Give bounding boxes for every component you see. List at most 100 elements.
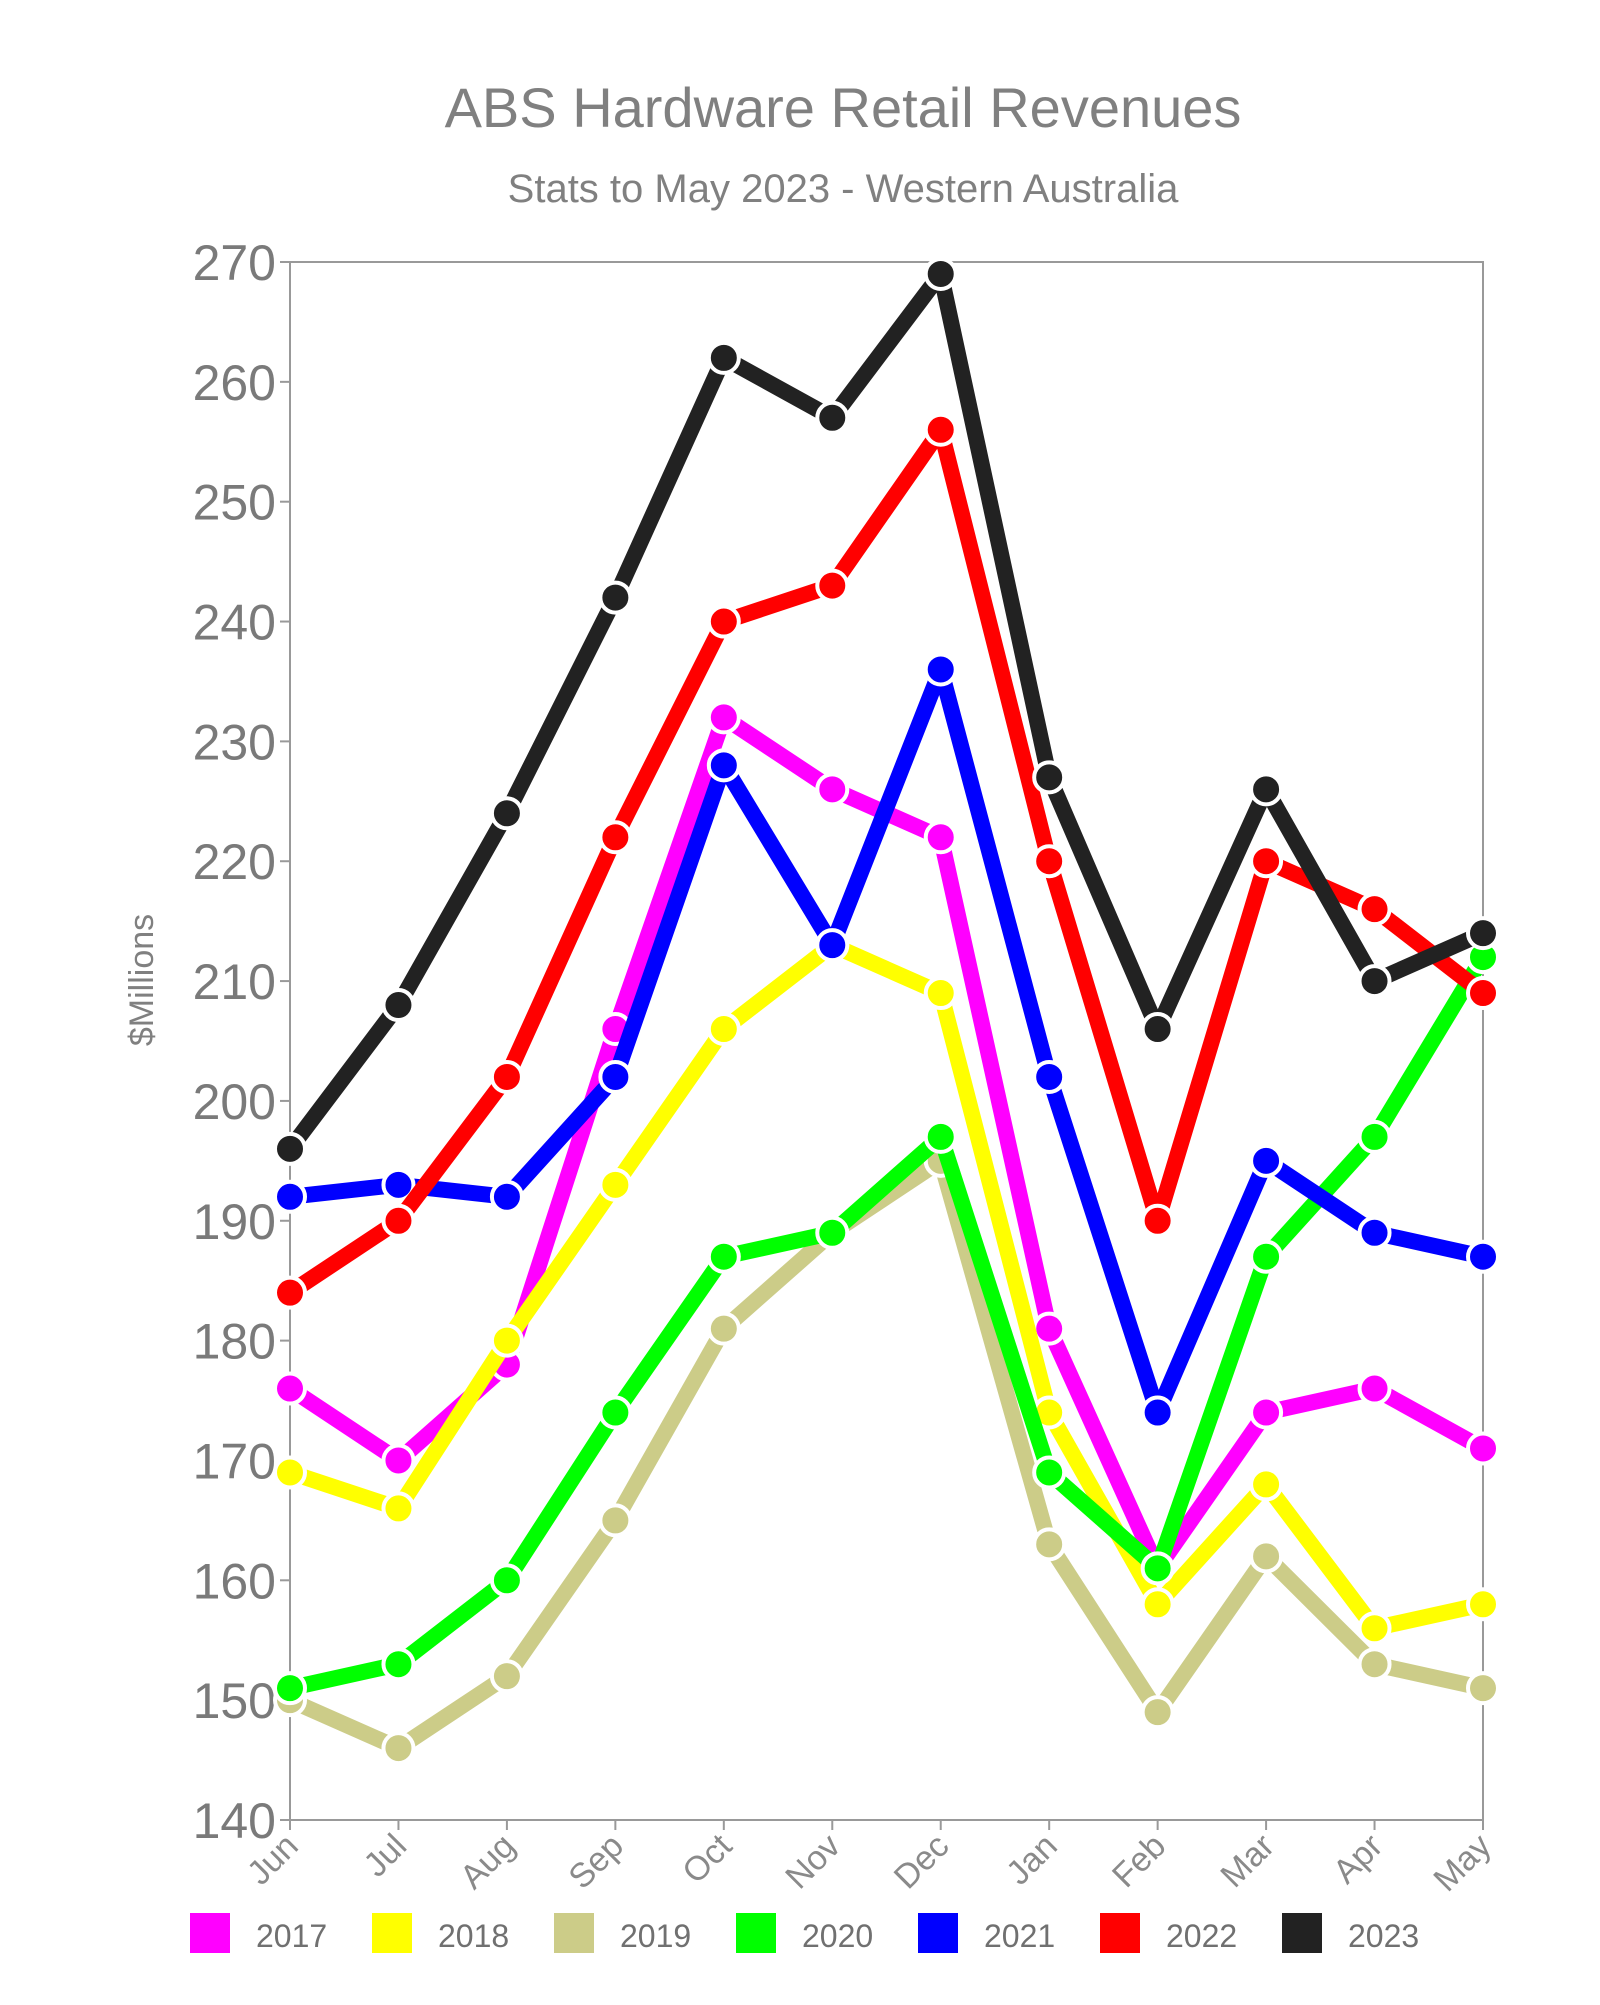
data-point: [1140, 1695, 1175, 1730]
series-line: [282, 265, 1491, 1157]
y-tick-label: 150: [193, 1673, 276, 1729]
data-point: [815, 400, 850, 435]
legend-swatch: [1282, 1913, 1322, 1953]
series-line: [282, 937, 1491, 1637]
x-tick-label: Jan: [999, 1827, 1065, 1893]
data-point: [381, 1731, 416, 1766]
legend-swatch: [190, 1913, 230, 1953]
data-point: [1032, 844, 1067, 879]
legend-label: 2021: [984, 1918, 1055, 1954]
legend: 2017 2018 2019 2020 2021 2022 2023: [190, 1913, 1419, 1954]
data-point: [381, 988, 416, 1023]
legend-label: 2018: [438, 1918, 509, 1954]
data-point: [1032, 1455, 1067, 1490]
data-point: [489, 1659, 524, 1694]
data-point: [923, 976, 958, 1011]
legend-swatch: [554, 1913, 594, 1953]
y-axis: 140 150 160 170 180 190 200 210 220 230 240 250 260 2…: [193, 235, 290, 1849]
data-point: [923, 256, 958, 291]
data-point: [923, 412, 958, 447]
data-point: [1357, 1371, 1392, 1406]
y-tick-label: 180: [193, 1314, 276, 1370]
y-tick-label: 270: [193, 235, 276, 291]
y-tick-label: 190: [193, 1194, 276, 1250]
data-point: [1140, 1551, 1175, 1586]
data-point: [273, 1455, 307, 1490]
x-tick-label: Jul: [357, 1827, 415, 1885]
data-point: [1357, 892, 1392, 927]
y-tick-label: 260: [193, 355, 276, 411]
data-point: [1466, 976, 1500, 1011]
data-point: [1357, 964, 1392, 999]
series-2020: [273, 940, 1500, 1706]
data-point: [489, 796, 524, 831]
y-tick-label: 250: [193, 475, 276, 531]
legend-item: 2020: [736, 1913, 873, 1954]
data-point: [1357, 1215, 1392, 1250]
legend-label: 2017: [256, 1918, 327, 1954]
data-point: [598, 1395, 633, 1430]
series-layer: [273, 256, 1500, 1766]
data-point: [1466, 1239, 1500, 1274]
data-point: [598, 820, 633, 855]
data-point: [381, 1647, 416, 1682]
data-point: [489, 1323, 524, 1358]
data-point: [923, 820, 958, 855]
data-point: [815, 928, 850, 963]
data-point: [706, 1311, 741, 1346]
x-tick-label: Sep: [561, 1827, 631, 1897]
chart-subtitle: Stats to May 2023 - Western Australia: [508, 167, 1179, 211]
legend-item: 2022: [1100, 1913, 1237, 1954]
series-line: [282, 421, 1491, 1301]
data-point: [273, 1371, 307, 1406]
data-point: [1357, 1647, 1392, 1682]
y-tick-label: 200: [193, 1074, 276, 1130]
legend-item: 2018: [372, 1913, 509, 1954]
data-point: [598, 1503, 633, 1538]
series-line: [282, 1152, 1491, 1757]
data-point: [598, 1167, 633, 1202]
legend-swatch: [372, 1913, 412, 1953]
data-point: [706, 748, 741, 783]
data-point: [1249, 1239, 1284, 1274]
data-point: [1466, 1587, 1500, 1622]
y-tick-label: 220: [193, 834, 276, 890]
series-2018: [273, 928, 1500, 1646]
y-tick-label: 210: [193, 954, 276, 1010]
x-tick-label: Feb: [1105, 1827, 1173, 1895]
data-point: [706, 1239, 741, 1274]
data-point: [1466, 1431, 1500, 1466]
data-point: [1032, 760, 1067, 795]
data-point: [1466, 916, 1500, 951]
data-point: [1357, 1611, 1392, 1646]
data-point: [815, 1215, 850, 1250]
data-point: [1249, 1395, 1284, 1430]
data-point: [1249, 772, 1284, 807]
data-point: [706, 700, 741, 735]
data-point: [1032, 1059, 1067, 1094]
series-line: [282, 949, 1491, 1697]
legend-label: 2020: [802, 1918, 873, 1954]
legend-item: 2017: [190, 1913, 327, 1954]
data-point: [273, 1179, 307, 1214]
data-point: [381, 1491, 416, 1526]
data-point: [489, 1563, 524, 1598]
data-point: [1357, 1119, 1392, 1154]
data-point: [923, 1119, 958, 1154]
data-point: [273, 1275, 307, 1310]
series-2021: [273, 652, 1500, 1430]
data-point: [815, 568, 850, 603]
data-point: [273, 1671, 307, 1706]
data-point: [1249, 844, 1284, 879]
data-point: [273, 1131, 307, 1166]
data-point: [489, 1059, 524, 1094]
legend-item: 2019: [554, 1913, 691, 1954]
data-point: [598, 580, 633, 615]
x-tick-label: Aug: [453, 1827, 523, 1897]
y-tick-label: 160: [193, 1553, 276, 1609]
legend-item: 2021: [918, 1913, 1055, 1954]
plot-area: [289, 261, 1484, 1821]
data-point: [706, 340, 741, 375]
